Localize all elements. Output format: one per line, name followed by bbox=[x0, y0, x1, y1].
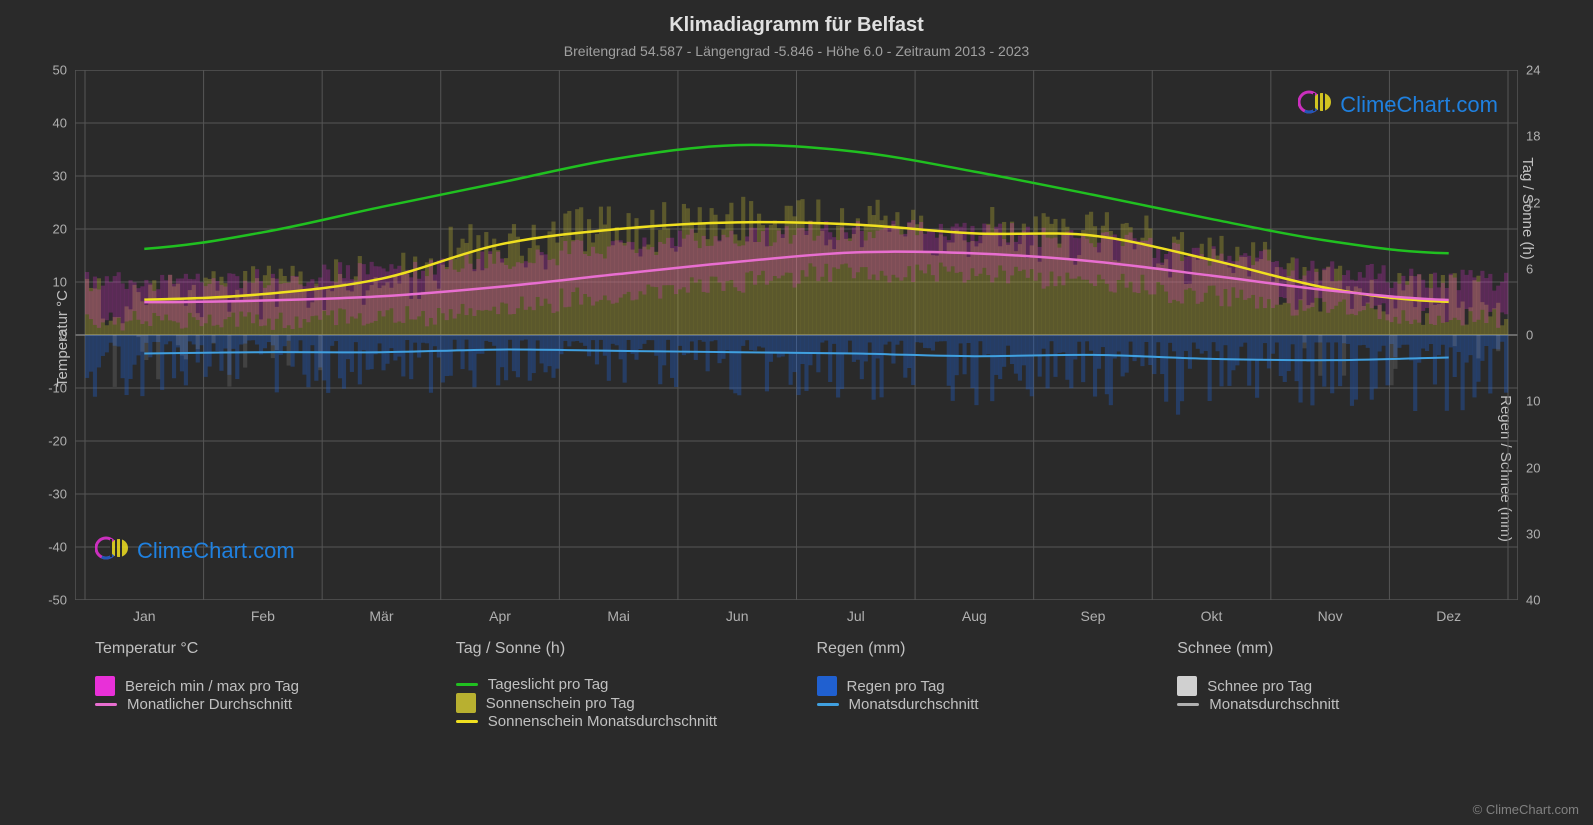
legend-label: Sonnenschein pro Tag bbox=[486, 695, 635, 712]
legend-label: Regen pro Tag bbox=[847, 678, 945, 695]
legend-label: Bereich min / max pro Tag bbox=[125, 678, 299, 695]
legend-item: Monatsdurchschnitt bbox=[1177, 696, 1498, 713]
legend-item: Regen pro Tag bbox=[817, 676, 1138, 696]
legend-header: Schnee (mm) bbox=[1177, 640, 1498, 658]
legend-item: Sonnenschein Monatsdurchschnitt bbox=[456, 713, 777, 730]
legend-swatch-line bbox=[95, 703, 117, 706]
legend-swatch-line bbox=[456, 683, 478, 686]
x-tick-month: Jan bbox=[133, 608, 156, 624]
legend-swatch-line bbox=[456, 720, 478, 723]
legend: Temperatur °C Bereich min / max pro TagM… bbox=[95, 640, 1498, 730]
x-tick-month: Okt bbox=[1201, 608, 1223, 624]
climechart-logo-icon bbox=[1298, 88, 1334, 122]
x-tick-month: Mai bbox=[607, 608, 630, 624]
y-tick-left: 30 bbox=[53, 169, 67, 184]
y-tick-right-bottom: 30 bbox=[1526, 526, 1540, 541]
legend-swatch-box bbox=[1177, 676, 1197, 696]
legend-col-daysun: Tag / Sonne (h) Tageslicht pro Tag Sonnen… bbox=[456, 640, 777, 730]
watermark-text: ClimeChart.com bbox=[137, 538, 295, 564]
watermark-bottom: ClimeChart.com bbox=[95, 534, 295, 568]
y-tick-left: 0 bbox=[60, 328, 67, 343]
y-tick-left: -10 bbox=[48, 381, 67, 396]
legend-col-temperature: Temperatur °C Bereich min / max pro TagM… bbox=[95, 640, 416, 730]
x-tick-month: Nov bbox=[1318, 608, 1343, 624]
y-tick-left: 50 bbox=[53, 63, 67, 78]
watermark-top: ClimeChart.com bbox=[1298, 88, 1498, 122]
y-tick-right-top: 18 bbox=[1526, 129, 1540, 144]
x-tick-month: Jul bbox=[847, 608, 865, 624]
legend-swatch-box bbox=[95, 676, 115, 696]
legend-item: Monatlicher Durchschnitt bbox=[95, 696, 416, 713]
y-tick-left: 40 bbox=[53, 116, 67, 131]
legend-item: Bereich min / max pro Tag bbox=[95, 676, 416, 696]
legend-col-snow: Schnee (mm) Schnee pro TagMonatsdurchsch… bbox=[1177, 640, 1498, 730]
climechart-logo-icon bbox=[95, 534, 131, 568]
legend-swatch-line bbox=[1177, 703, 1199, 706]
y-tick-left: -30 bbox=[48, 487, 67, 502]
legend-label: Schnee pro Tag bbox=[1207, 678, 1312, 695]
y-tick-right-bottom: 40 bbox=[1526, 593, 1540, 608]
y-tick-left: -50 bbox=[48, 593, 67, 608]
legend-label: Tageslicht pro Tag bbox=[488, 676, 609, 693]
y-tick-left: 10 bbox=[53, 275, 67, 290]
copyright-text: © ClimeChart.com bbox=[1473, 802, 1579, 817]
watermark-text: ClimeChart.com bbox=[1340, 92, 1498, 118]
x-tick-month: Jun bbox=[726, 608, 749, 624]
legend-col-rain: Regen (mm) Regen pro TagMonatsdurchschni… bbox=[817, 640, 1138, 730]
x-tick-month: Apr bbox=[489, 608, 511, 624]
y-tick-right-bottom: 20 bbox=[1526, 460, 1540, 475]
legend-item: Sonnenschein pro Tag bbox=[456, 693, 777, 713]
legend-swatch-line bbox=[817, 703, 839, 706]
y-tick-right-bottom: 10 bbox=[1526, 394, 1540, 409]
y-tick-right-top: 12 bbox=[1526, 195, 1540, 210]
y-tick-left: -40 bbox=[48, 540, 67, 555]
y-tick-right-top: 6 bbox=[1526, 261, 1533, 276]
legend-swatch-box bbox=[456, 693, 476, 713]
y-tick-right-top: 0 bbox=[1526, 328, 1533, 343]
chart-plot-area: -50-40-30-20-1001020304050 0612182410203… bbox=[75, 70, 1518, 600]
legend-swatch-box bbox=[817, 676, 837, 696]
legend-item: Monatsdurchschnitt bbox=[817, 696, 1138, 713]
x-tick-month: Dez bbox=[1436, 608, 1461, 624]
x-tick-month: Aug bbox=[962, 608, 987, 624]
legend-header: Temperatur °C bbox=[95, 640, 416, 658]
legend-header: Tag / Sonne (h) bbox=[456, 640, 777, 658]
legend-item: Tageslicht pro Tag bbox=[456, 676, 777, 693]
legend-label: Monatsdurchschnitt bbox=[849, 696, 979, 713]
legend-label: Monatsdurchschnitt bbox=[1209, 696, 1339, 713]
legend-item: Schnee pro Tag bbox=[1177, 676, 1498, 696]
legend-label: Monatlicher Durchschnitt bbox=[127, 696, 292, 713]
chart-subtitle: Breitengrad 54.587 - Längengrad -5.846 -… bbox=[0, 37, 1593, 59]
y-tick-right-top: 24 bbox=[1526, 63, 1540, 78]
legend-header: Regen (mm) bbox=[817, 640, 1138, 658]
x-tick-month: Feb bbox=[251, 608, 275, 624]
legend-label: Sonnenschein Monatsdurchschnitt bbox=[488, 713, 717, 730]
x-tick-month: Mär bbox=[369, 608, 393, 624]
chart-svg bbox=[75, 70, 1518, 600]
x-tick-month: Sep bbox=[1080, 608, 1105, 624]
chart-title: Klimadiagramm für Belfast bbox=[0, 0, 1593, 37]
y-tick-left: -20 bbox=[48, 434, 67, 449]
y-tick-left: 20 bbox=[53, 222, 67, 237]
